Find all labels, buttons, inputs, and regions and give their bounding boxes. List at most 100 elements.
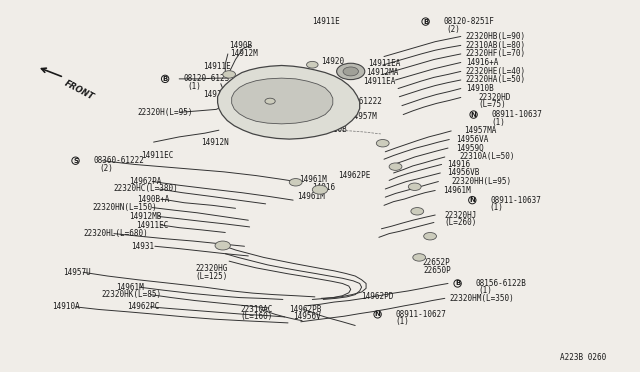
Text: 22320HL(L=680): 22320HL(L=680) (83, 229, 148, 238)
Circle shape (376, 140, 389, 147)
Text: 14911E: 14911E (204, 62, 231, 71)
Text: 08360-61222: 08360-61222 (93, 156, 144, 165)
Circle shape (343, 67, 358, 76)
Text: 08911-10637: 08911-10637 (492, 110, 542, 119)
Text: 14931: 14931 (131, 242, 154, 251)
Text: 1490B+A: 1490B+A (138, 195, 170, 203)
Circle shape (307, 61, 318, 68)
Text: 14961M: 14961M (300, 175, 327, 184)
Text: N: N (469, 197, 476, 203)
Text: (1): (1) (492, 118, 506, 126)
Text: (1): (1) (332, 104, 346, 113)
Polygon shape (232, 78, 333, 124)
Text: 14956V: 14956V (293, 312, 321, 321)
Text: 14912N: 14912N (202, 138, 229, 147)
Text: B: B (455, 280, 460, 286)
Text: 14920: 14920 (321, 57, 344, 66)
Text: N: N (470, 112, 477, 118)
Text: (1): (1) (187, 82, 201, 91)
Text: 22320H(L=95): 22320H(L=95) (138, 108, 193, 117)
Text: (1): (1) (396, 317, 410, 326)
Text: (2): (2) (447, 25, 461, 33)
Text: 14956VB: 14956VB (447, 169, 479, 177)
Text: 08911-10637: 08911-10637 (490, 196, 541, 205)
Text: 14959Q: 14959Q (456, 144, 483, 153)
Circle shape (223, 71, 236, 78)
Text: (L=260): (L=260) (445, 218, 477, 227)
Text: 14910B: 14910B (466, 84, 493, 93)
Text: 14908+B: 14908+B (274, 77, 307, 86)
Polygon shape (218, 65, 360, 139)
Circle shape (289, 179, 302, 186)
Text: 14910A: 14910A (52, 302, 80, 311)
Text: 14911EB: 14911EB (204, 90, 236, 99)
Text: 14912MB: 14912MB (129, 212, 162, 221)
Text: (L=160): (L=160) (240, 312, 273, 321)
Circle shape (265, 98, 275, 104)
Text: 08911-10627: 08911-10627 (396, 310, 446, 319)
Text: S: S (73, 158, 78, 164)
Text: 08156-6122B: 08156-6122B (476, 279, 526, 288)
Text: 22320HH(L=95): 22320HH(L=95) (451, 177, 511, 186)
Text: 14961M: 14961M (116, 283, 144, 292)
Text: 14911EA: 14911EA (368, 60, 401, 68)
Text: N: N (374, 311, 381, 317)
Circle shape (413, 254, 426, 261)
Text: 08360-61222: 08360-61222 (332, 97, 382, 106)
Text: 22310AC: 22310AC (240, 305, 273, 314)
Text: 22320HF(L=70): 22320HF(L=70) (466, 49, 526, 58)
Text: 22320HG: 22320HG (195, 264, 228, 273)
Text: 08120-61233: 08120-61233 (183, 74, 234, 83)
Text: 22320HN(L=150): 22320HN(L=150) (93, 203, 157, 212)
Text: 14911EC: 14911EC (136, 221, 168, 230)
Text: (1): (1) (479, 286, 493, 295)
Text: 22320HC(L=380): 22320HC(L=380) (114, 185, 179, 193)
Circle shape (215, 241, 230, 250)
Text: 22650P: 22650P (424, 266, 451, 275)
Text: 14956VA: 14956VA (456, 135, 488, 144)
Text: 14912MA: 14912MA (366, 68, 399, 77)
Text: 22320HA(L=50): 22320HA(L=50) (466, 76, 526, 84)
Text: 14911EC: 14911EC (141, 151, 173, 160)
Circle shape (411, 208, 424, 215)
Text: A223B 0260: A223B 0260 (561, 353, 607, 362)
Text: 14961M: 14961M (443, 186, 470, 195)
Text: 14957U: 14957U (63, 268, 90, 277)
Text: 14957M: 14957M (349, 112, 376, 121)
Circle shape (408, 183, 421, 190)
Circle shape (312, 185, 328, 194)
Text: FRONT: FRONT (63, 79, 95, 102)
Text: (2): (2) (99, 164, 113, 173)
Text: S: S (311, 98, 316, 104)
Circle shape (389, 163, 402, 170)
Circle shape (424, 232, 436, 240)
Text: 22310A(L=50): 22310A(L=50) (460, 153, 515, 161)
Text: B: B (163, 76, 168, 82)
Text: 14962PA: 14962PA (129, 177, 162, 186)
Text: 1490B: 1490B (229, 41, 252, 50)
Text: 14911EA: 14911EA (363, 77, 396, 86)
Text: 22320HD: 22320HD (479, 93, 511, 102)
Text: 14962PC: 14962PC (127, 302, 159, 311)
Text: 14911E: 14911E (312, 17, 340, 26)
Text: 14912M: 14912M (230, 49, 258, 58)
Text: 22320HB(L=90): 22320HB(L=90) (466, 32, 526, 41)
Text: (L=75): (L=75) (479, 100, 506, 109)
Text: B: B (423, 19, 428, 25)
Text: 14957MA: 14957MA (464, 126, 497, 135)
Text: 08120-8251F: 08120-8251F (444, 17, 494, 26)
Text: 22652P: 22652P (422, 258, 450, 267)
Circle shape (337, 63, 365, 80)
Text: 22320HE(L=40): 22320HE(L=40) (466, 67, 526, 76)
Text: 14910B: 14910B (319, 125, 346, 134)
Text: 14961M: 14961M (298, 192, 325, 201)
Text: (1): (1) (490, 203, 504, 212)
Text: 14962PB: 14962PB (289, 305, 322, 314)
Text: 14916: 14916 (447, 160, 470, 169)
Text: 14962PE: 14962PE (338, 171, 371, 180)
Text: 22320HJ: 22320HJ (445, 211, 477, 219)
Text: 14916: 14916 (312, 183, 335, 192)
Text: 14962PD: 14962PD (362, 292, 394, 301)
Text: 14916+A: 14916+A (466, 58, 499, 67)
Text: 22320HK(L=85): 22320HK(L=85) (101, 290, 161, 299)
